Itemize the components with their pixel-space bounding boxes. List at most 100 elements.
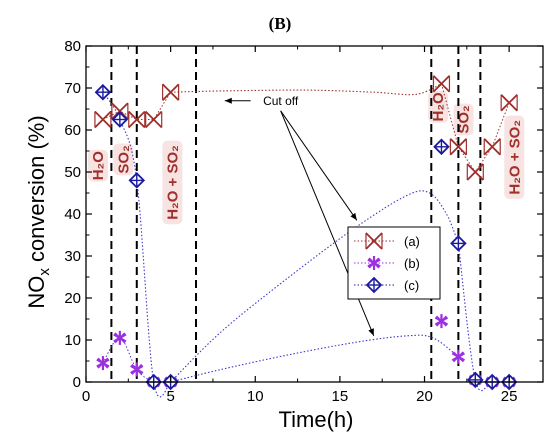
marker-stroke bbox=[102, 111, 112, 128]
marker-stroke bbox=[368, 262, 375, 269]
point-(c)-6 bbox=[450, 235, 467, 252]
region-label-highlight bbox=[428, 91, 449, 123]
marker-stroke bbox=[136, 368, 143, 375]
point-(c)-2 bbox=[128, 172, 146, 189]
y-tick-label: 10 bbox=[64, 332, 81, 349]
region-label-highlight bbox=[504, 115, 525, 200]
region-label-highlight bbox=[162, 140, 183, 225]
series-(c) bbox=[94, 83, 518, 391]
marker-stroke bbox=[119, 337, 126, 344]
region-label-text: H₂O bbox=[90, 151, 107, 180]
marker-stroke bbox=[119, 102, 129, 120]
marker-stroke bbox=[114, 332, 121, 339]
marker-stroke bbox=[435, 320, 443, 327]
point-(a)-5 bbox=[432, 75, 451, 93]
region-label-2: H₂O + SO₂ bbox=[162, 140, 183, 225]
marker-stroke bbox=[440, 320, 447, 327]
marker-stroke bbox=[373, 232, 383, 250]
connector-c-right bbox=[457, 243, 510, 392]
point-(b)-5 bbox=[434, 314, 449, 329]
fit-curves bbox=[102, 83, 510, 398]
y-tick-label: 30 bbox=[64, 248, 81, 265]
marker-stroke bbox=[457, 356, 464, 363]
x-tick-label: 0 bbox=[82, 388, 90, 405]
y-tick-label: 70 bbox=[64, 80, 81, 97]
legend-label-(b): (b) bbox=[404, 256, 420, 271]
legend-marker-(a) bbox=[365, 232, 383, 250]
marker-stroke bbox=[373, 262, 380, 269]
y-axis-title: NOx conversion (%) bbox=[24, 115, 53, 308]
marker-stroke bbox=[97, 357, 104, 364]
y-axis-title-main: NO bbox=[24, 276, 49, 309]
marker-stroke bbox=[457, 351, 464, 358]
marker-stroke bbox=[440, 315, 447, 322]
marker-stroke bbox=[373, 257, 380, 264]
point-(b)-1 bbox=[113, 330, 127, 345]
x-tick-label: 25 bbox=[501, 388, 518, 405]
x-tick-label: 5 bbox=[166, 388, 174, 405]
x-axis-title: Time(h) bbox=[279, 407, 354, 432]
marker-stroke bbox=[440, 75, 450, 93]
region-label-0: H₂O bbox=[87, 149, 108, 182]
axes: 0 5 10 15 20 25 0 10 20 30 40 50 60 70 80 bbox=[64, 38, 544, 405]
fit-curve-(c) bbox=[170, 190, 459, 383]
x-tick-label: 10 bbox=[247, 388, 264, 405]
region-label-text: SO₂ bbox=[456, 105, 473, 133]
point-(b)-6 bbox=[451, 349, 466, 364]
point-(b)-0 bbox=[96, 356, 110, 371]
legend-label-(c): (c) bbox=[404, 278, 419, 293]
marker-stroke bbox=[114, 337, 121, 344]
marker-stroke bbox=[131, 368, 138, 375]
cutoff-arrow-mid bbox=[280, 110, 358, 221]
marker-stroke bbox=[119, 332, 126, 339]
region-label-text: H₂O + SO₂ bbox=[506, 120, 523, 195]
marker-stroke bbox=[435, 315, 443, 322]
fit-curve-(a) bbox=[170, 83, 442, 96]
marker-stroke bbox=[135, 111, 146, 128]
plot-frame bbox=[85, 45, 544, 383]
marker-stroke bbox=[169, 83, 180, 101]
point-(a)-9 bbox=[500, 94, 518, 112]
y-tick-label: 0 bbox=[73, 374, 81, 391]
marker-stroke bbox=[491, 138, 501, 156]
marker-stroke bbox=[97, 362, 104, 369]
marker-stroke bbox=[452, 351, 459, 358]
data-points bbox=[94, 75, 518, 391]
series-(a) bbox=[94, 75, 518, 181]
cutoff-annotation: Cut off bbox=[263, 94, 299, 108]
legend-marker-(c) bbox=[365, 276, 383, 294]
region-label-text: SO₂ bbox=[115, 145, 132, 173]
point-(a)-4 bbox=[161, 83, 180, 101]
marker-stroke bbox=[368, 257, 375, 264]
point-(c)-1 bbox=[111, 111, 129, 128]
panel-title: (B) bbox=[269, 14, 292, 33]
point-(c)-7 bbox=[467, 371, 484, 389]
marker-stroke bbox=[102, 357, 109, 364]
y-axis-title-subscript: x bbox=[36, 268, 53, 276]
x-tick-label: 15 bbox=[332, 388, 349, 405]
legend-marker-(b) bbox=[367, 256, 381, 270]
separator-lines bbox=[110, 46, 482, 382]
point-(a)-7 bbox=[466, 163, 484, 181]
region-label-highlight bbox=[113, 143, 134, 176]
region-label-highlight bbox=[87, 149, 108, 182]
marker-stroke bbox=[102, 362, 109, 369]
region-label-text: H₂O + SO₂ bbox=[164, 145, 181, 220]
point-(b)-2 bbox=[130, 362, 144, 377]
y-tick-label: 20 bbox=[64, 290, 81, 307]
legend-label-(a): (a) bbox=[404, 234, 420, 249]
cutoff-arrow-low bbox=[280, 110, 375, 336]
point-(a)-1 bbox=[111, 102, 129, 120]
marker-stroke bbox=[131, 363, 138, 370]
marker-stroke bbox=[452, 356, 459, 363]
region-label-5: H₂O + SO₂ bbox=[504, 115, 525, 200]
y-tick-label: 40 bbox=[64, 206, 81, 223]
y-tick-label: 80 bbox=[64, 38, 81, 55]
x-tick-label: 20 bbox=[416, 388, 433, 405]
point-(a)-0 bbox=[94, 110, 112, 129]
region-label-4: SO₂ bbox=[453, 103, 474, 136]
fit-curve-(b) bbox=[170, 334, 459, 383]
connector-a-right bbox=[440, 83, 510, 173]
region-label-1: SO₂ bbox=[113, 143, 134, 176]
